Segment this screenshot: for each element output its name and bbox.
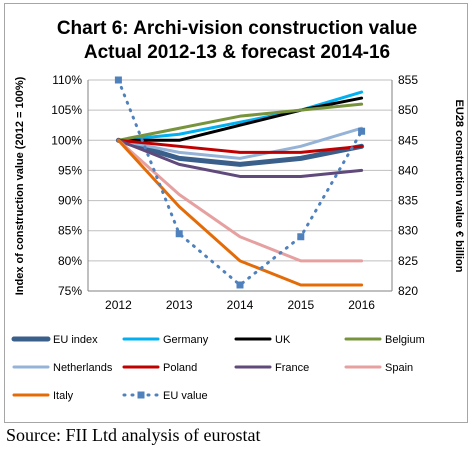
chart-svg: Chart 6: Archi-vision construction value… — [11, 18, 465, 402]
y-right-tick-label: 830 — [398, 224, 418, 238]
legend-label-germany: Germany — [163, 334, 209, 346]
y-right-tick-label: 840 — [398, 163, 418, 177]
series-line-netherlands — [116, 126, 364, 160]
series-lines — [114, 76, 366, 289]
series-line-eu-value — [116, 78, 364, 287]
y-left-tick-label: 80% — [58, 254, 82, 268]
y-axis-right-label: EU28 construction value € billion — [453, 100, 465, 273]
data-point-eu-value — [114, 76, 122, 84]
y-left-tick-label: 75% — [58, 284, 82, 298]
data-point-eu-value — [175, 230, 183, 238]
legend-label-netherlands: Netherlands — [53, 362, 113, 374]
legend-label-france: France — [275, 362, 309, 374]
legend-label-poland: Poland — [163, 362, 197, 374]
legend-label-eu-value: EU value — [163, 390, 208, 402]
x-tick-label: 2013 — [166, 298, 193, 312]
data-point-eu-value — [297, 233, 305, 241]
chart-frame — [4, 3, 468, 423]
legend-label-uk: UK — [275, 334, 291, 346]
x-tick-label: 2014 — [227, 298, 254, 312]
y-left-tick-label: 105% — [51, 103, 82, 117]
source-note: Source: FII Ltd analysis of eurostat — [6, 425, 261, 445]
x-tick-label: 2015 — [287, 298, 314, 312]
y-right-tick-label: 850 — [398, 103, 418, 117]
series-line-eu-index — [115, 137, 365, 167]
series-line-france — [116, 138, 364, 178]
y-left-tick-label: 90% — [58, 194, 82, 208]
axes: 75% 80% 85% 90% 95% 100% 105% 110% 820 825 830 835 8… — [51, 73, 418, 312]
series-line-uk — [116, 96, 364, 142]
y-left-tick-label: 85% — [58, 224, 82, 238]
series-line-spain — [116, 138, 364, 263]
data-point-eu-value — [358, 127, 366, 135]
y-right-tick-label: 835 — [398, 194, 418, 208]
chart-title-line-1: Chart 6: Archi-vision construction value — [57, 18, 417, 39]
legend-label-spain: Spain — [385, 362, 413, 374]
series-line-poland — [116, 138, 364, 154]
legend-label-italy: Italy — [53, 390, 74, 402]
x-tick-label: 2012 — [105, 298, 132, 312]
legend-label-eu-index: EU index — [53, 334, 98, 346]
legend: EU index Germany UK Belgium Netherlands Polan… — [11, 334, 425, 402]
y-left-tick-label: 100% — [51, 133, 82, 147]
chart-title-line-2: Actual 2012-13 & forecast 2014-16 — [84, 42, 390, 63]
y-left-tick-label: 95% — [58, 163, 82, 177]
legend-label-belgium: Belgium — [385, 334, 425, 346]
x-tick-label: 2016 — [348, 298, 375, 312]
data-point-eu-value — [236, 281, 244, 289]
y-right-tick-label: 825 — [398, 254, 418, 268]
y-axis-left-label: Index of construction value (2012 = 100%… — [14, 76, 26, 295]
series-line-belgium — [116, 102, 364, 142]
legend-marker-eu-value — [137, 391, 145, 399]
y-right-tick-label: 845 — [398, 133, 418, 147]
y-right-tick-label: 820 — [398, 284, 418, 298]
y-left-tick-label: 110% — [52, 73, 82, 87]
y-right-tick-label: 855 — [398, 73, 418, 87]
series-line-germany — [116, 90, 364, 142]
